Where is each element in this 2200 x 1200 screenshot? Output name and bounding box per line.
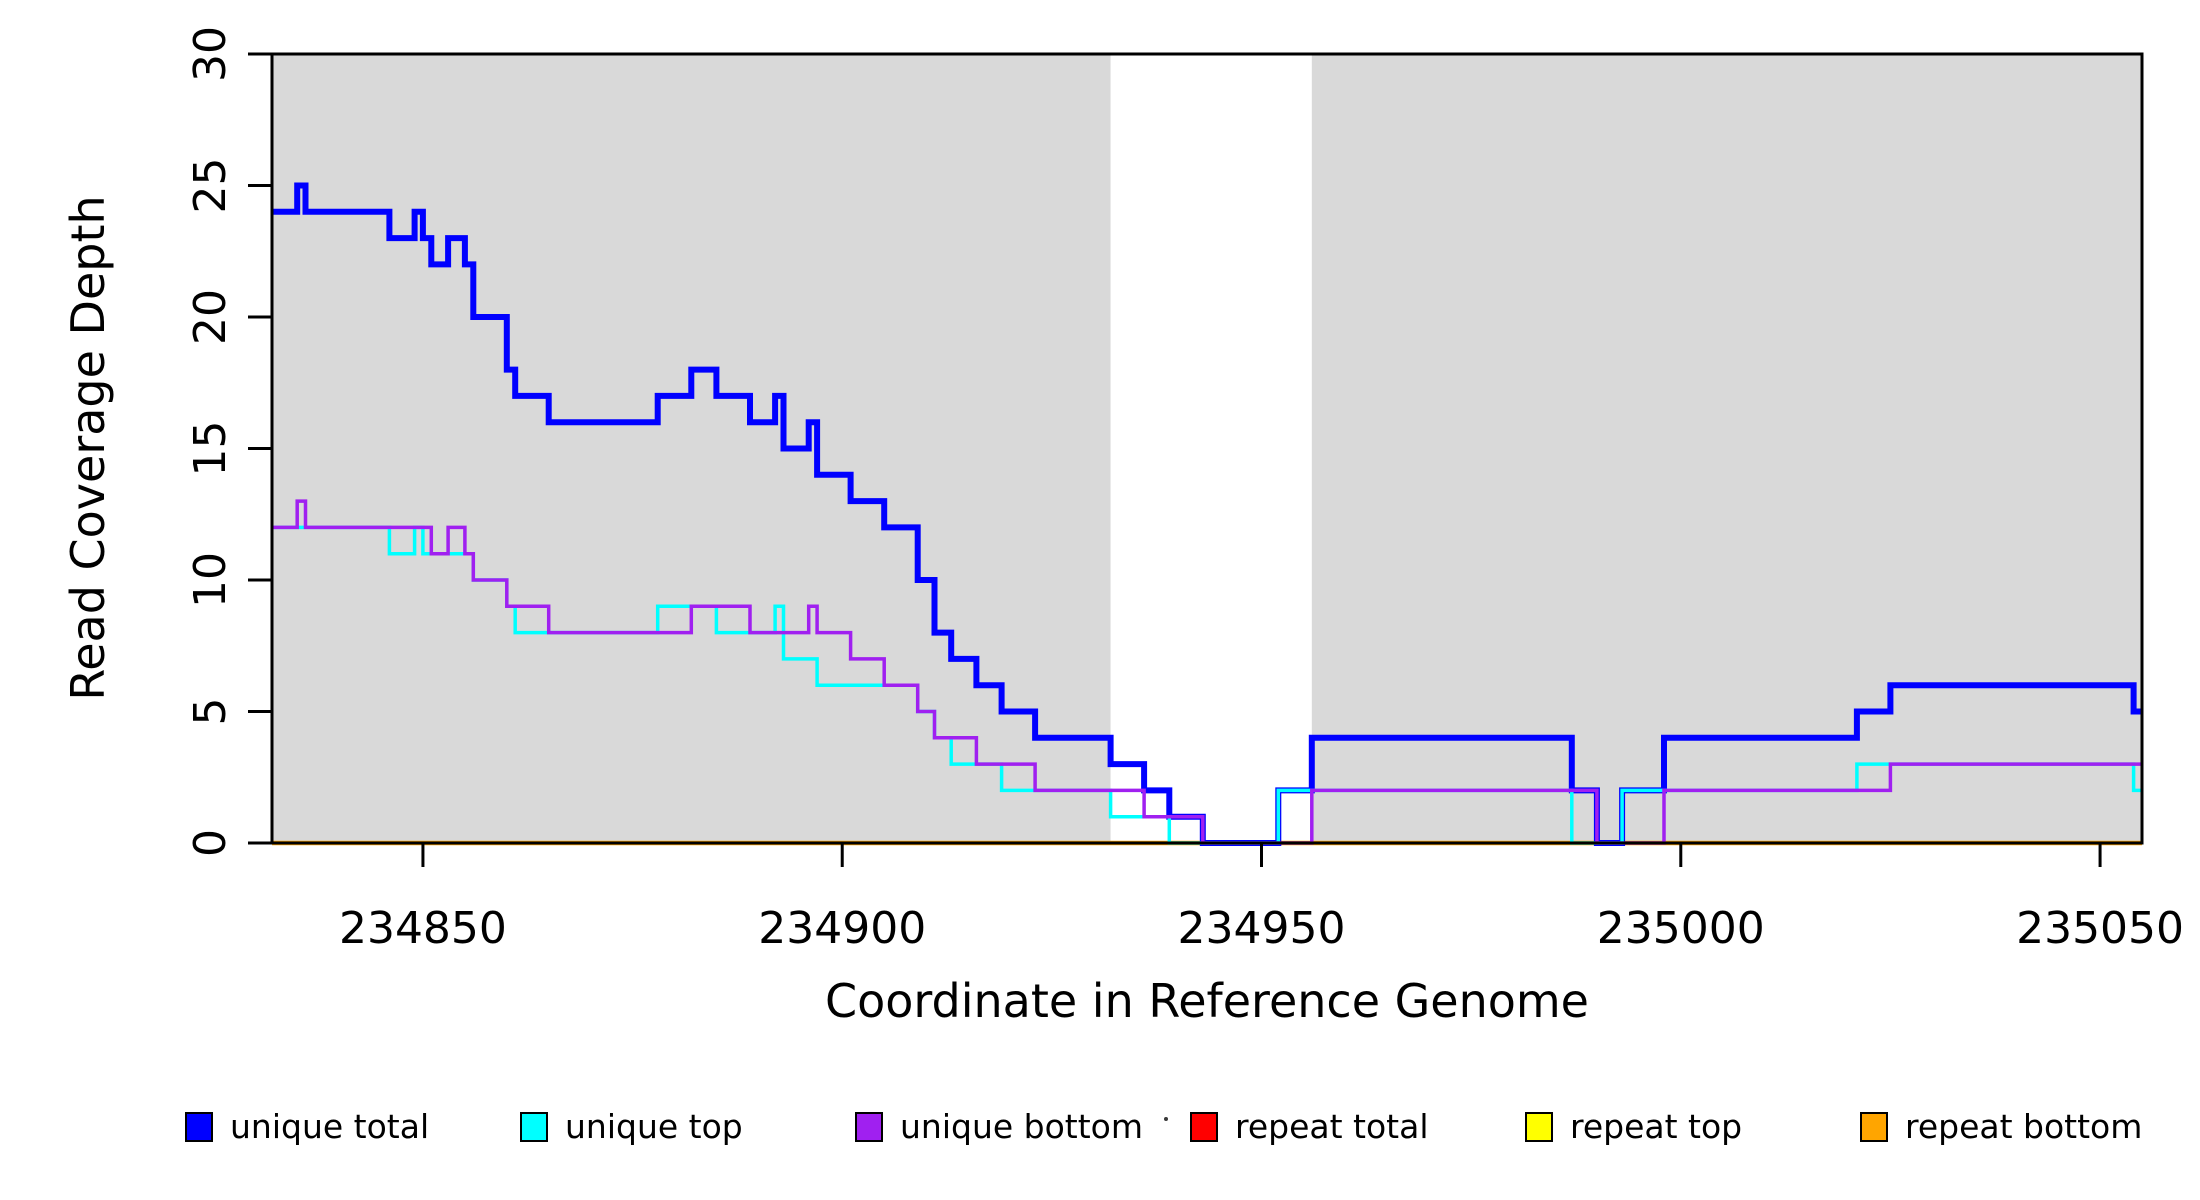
legend-item-unique-total: unique total: [185, 1110, 429, 1143]
y-tick-label: 0: [185, 829, 236, 857]
shaded-region: [272, 54, 1111, 843]
y-tick-label: 15: [185, 421, 236, 477]
y-tick-label: 25: [185, 158, 236, 214]
legend-swatch-unique-bottom-icon: [855, 1111, 883, 1142]
legend-swatch-unique-total-icon: [185, 1111, 213, 1142]
legend-label: repeat bottom: [1905, 1107, 2143, 1146]
x-tick-label: 234900: [758, 903, 926, 954]
legend-label: unique total: [230, 1107, 430, 1146]
x-tick-label: 234850: [339, 903, 507, 954]
legend-item-repeat-top: repeat top: [1525, 1110, 1742, 1143]
x-tick-label: 234950: [1178, 903, 1346, 954]
y-tick-label: 5: [185, 698, 236, 726]
legend-label: unique top: [565, 1107, 743, 1146]
legend-item-repeat-bottom: repeat bottom: [1860, 1110, 2142, 1143]
stray-dot-artifact: [1164, 1117, 1168, 1121]
legend-swatch-unique-top-icon: [520, 1111, 548, 1142]
legend-label: repeat total: [1235, 1107, 1429, 1146]
legend-item-unique-bottom: unique bottom: [855, 1110, 1143, 1143]
series-unique-total: [272, 182, 2142, 846]
y-tick-label: 10: [185, 552, 236, 608]
shaded-region: [1311, 54, 2142, 843]
legend-label: unique bottom: [900, 1107, 1144, 1146]
y-tick-label: 20: [185, 289, 236, 345]
legend-swatch-repeat-bottom-icon: [1860, 1111, 1888, 1142]
y-tick-label: 30: [185, 26, 236, 82]
legend-item-repeat-total: repeat total: [1190, 1110, 1429, 1143]
y-axis-title: Read Coverage Depth: [61, 195, 115, 701]
legend-label: repeat top: [1570, 1107, 1743, 1146]
x-axis-title: Coordinate in Reference Genome: [825, 974, 1589, 1028]
legend-item-unique-top: unique top: [520, 1110, 743, 1143]
legend-swatch-repeat-total-icon: [1190, 1111, 1218, 1142]
x-tick-label: 235050: [2016, 903, 2184, 954]
x-tick-label: 235000: [1597, 903, 1765, 954]
legend-swatch-repeat-top-icon: [1525, 1111, 1553, 1142]
